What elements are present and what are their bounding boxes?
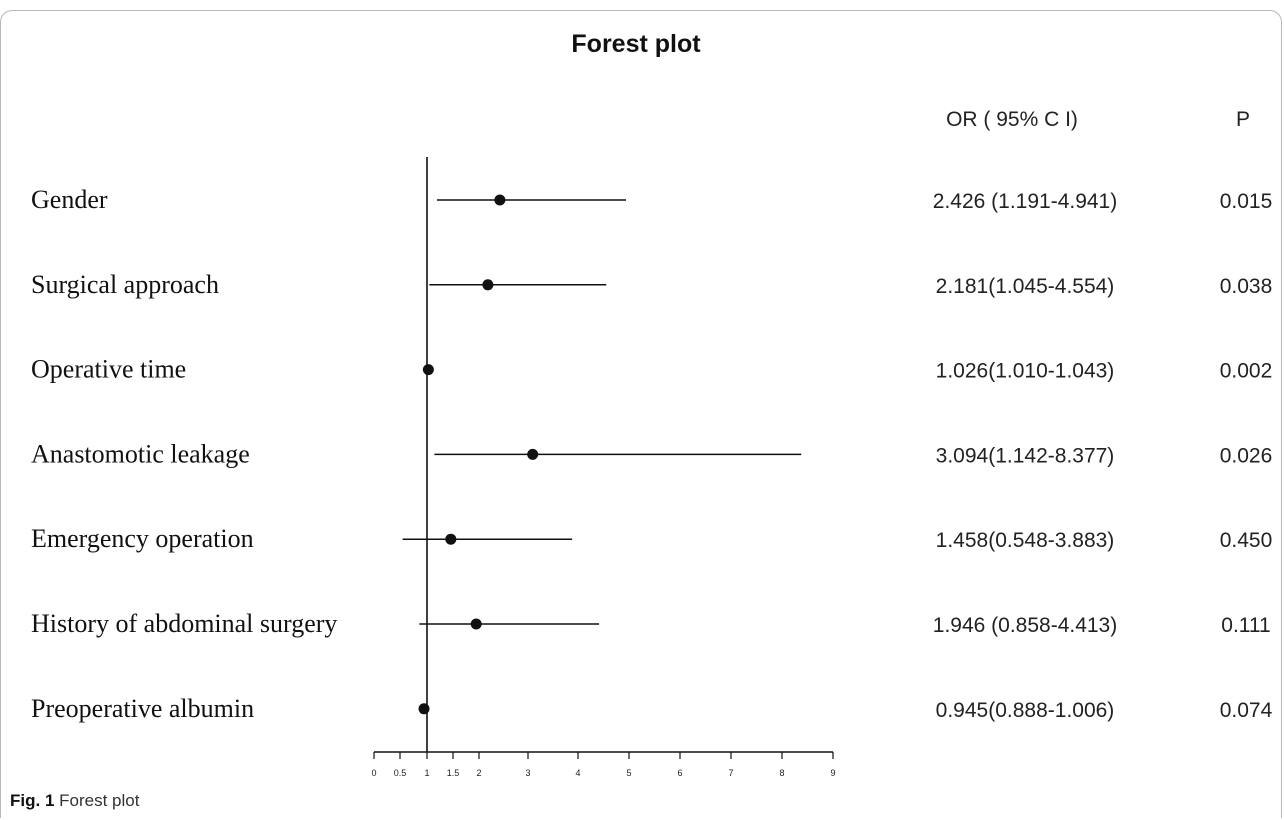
p-value: 0.074 (1220, 699, 1273, 722)
caption-label: Fig. 1 (10, 791, 55, 810)
p-value: 0.450 (1220, 529, 1273, 552)
or-point (422, 364, 434, 376)
figure-frame (0, 10, 1282, 818)
forest-plot: Forest plot OR ( 95% C I) P 0 0.5 1 1.5 2 3 4 5… (31, 30, 1273, 778)
or-point (482, 279, 494, 291)
p-value: 0.038 (1220, 275, 1273, 298)
or-ci-value: 1.946 (0.858-4.413) (933, 614, 1117, 637)
or-point (527, 448, 539, 460)
or-ci-value: 1.458(0.548-3.883) (936, 529, 1115, 552)
row-label: Operative time (31, 355, 186, 384)
x-tick-label: 5 (626, 768, 631, 778)
x-tick-label: 1 (424, 768, 429, 778)
forest-rows: Gender 2.426 (1.191-4.941) 0.015 Surgical a… (31, 185, 1273, 723)
x-tick-label: 1.5 (447, 768, 460, 778)
or-column-header: OR ( 95% C I) (946, 108, 1078, 131)
row-label: Emergency operation (31, 524, 254, 553)
chart-title: Forest plot (571, 30, 701, 58)
or-point (418, 703, 430, 715)
row-label: History of abdominal surgery (31, 609, 337, 638)
row-label: Preoperative albumin (31, 694, 254, 723)
p-value: 0.002 (1220, 360, 1273, 383)
x-tick-label: 0.5 (394, 768, 407, 778)
or-ci-value: 1.026(1.010-1.043) (936, 360, 1115, 383)
x-tick-label: 2 (476, 768, 481, 778)
x-tick-label: 3 (525, 768, 530, 778)
row-label: Surgical approach (31, 270, 219, 299)
x-tick-label: 0 (371, 768, 376, 778)
or-ci-value: 2.181(1.045-4.554) (936, 275, 1115, 298)
or-point (445, 533, 457, 545)
or-ci-value: 3.094(1.142-8.377) (936, 444, 1115, 467)
p-value: 0.015 (1220, 190, 1273, 213)
x-tick-label: 8 (779, 768, 784, 778)
x-axis: 0 0.5 1 1.5 2 3 4 5 6 7 8 9 (371, 157, 836, 778)
or-point (494, 194, 506, 206)
caption-text: Forest plot (59, 791, 140, 810)
row-label: Anastomotic leakage (31, 439, 250, 468)
or-ci-value: 2.426 (1.191-4.941) (933, 190, 1117, 213)
figure-caption: Fig. 1 Forest plot (10, 791, 139, 811)
p-value: 0.111 (1221, 614, 1270, 637)
p-column-header: P (1236, 108, 1250, 131)
x-tick-label: 4 (575, 768, 580, 778)
x-tick-label: 6 (677, 768, 682, 778)
or-ci-value: 0.945(0.888-1.006) (936, 699, 1115, 722)
p-value: 0.026 (1220, 444, 1273, 467)
x-tick-label: 9 (830, 768, 835, 778)
x-tick-label: 7 (728, 768, 733, 778)
row-label: Gender (31, 185, 108, 214)
or-point (470, 618, 482, 630)
